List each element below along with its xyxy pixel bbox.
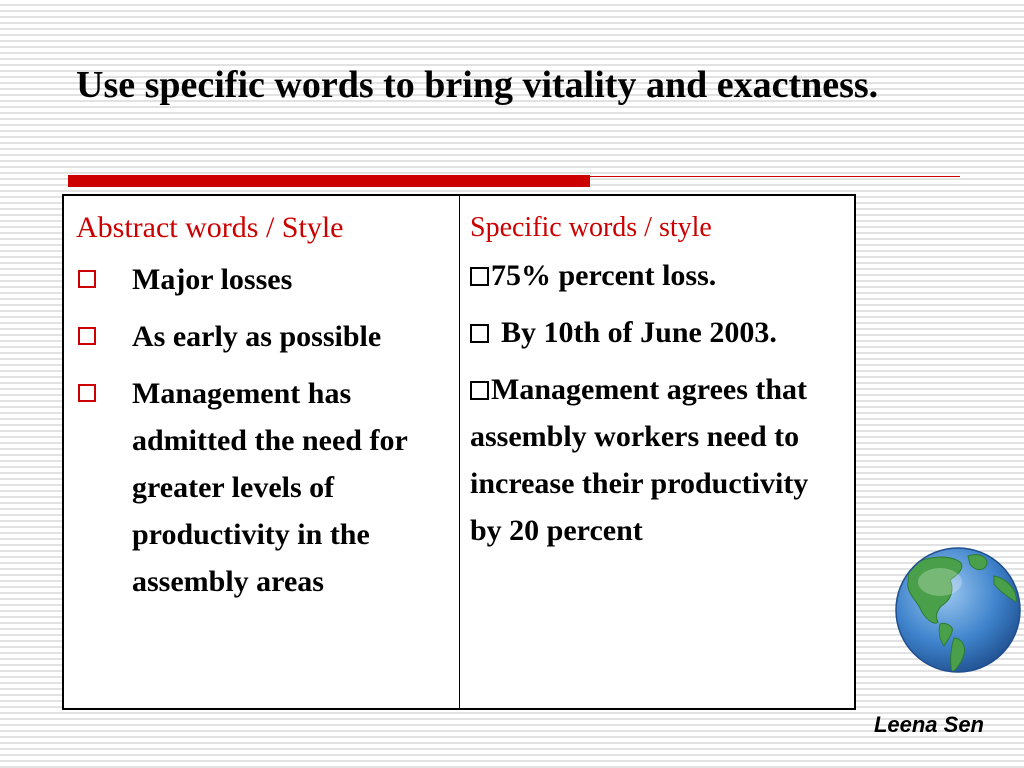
list-item-text: 75% percent loss. — [491, 259, 717, 292]
list-item: By 10th of June 2003. — [470, 309, 844, 356]
title-underline-bar — [68, 175, 590, 187]
title-underline-rule — [590, 176, 960, 177]
abstract-list: Major losses As early as possible Manage… — [76, 256, 449, 605]
square-bullet-icon — [470, 381, 489, 400]
specific-column: Specific words / style 75% percent loss.… — [460, 196, 854, 708]
abstract-column-header: Abstract words / Style — [76, 211, 344, 244]
list-item: Management agrees that assembly workers … — [470, 366, 844, 554]
list-item: 75% percent loss. — [470, 252, 844, 299]
square-bullet-icon — [78, 270, 96, 288]
specific-list: 75% percent loss. By 10th of June 2003. … — [470, 252, 844, 554]
slide-title: Use specific words to bring vitality and… — [76, 64, 879, 106]
specific-column-header: Specific words / style — [470, 212, 712, 243]
comparison-table: Abstract words / Style Major losses As e… — [62, 194, 856, 710]
abstract-column: Abstract words / Style Major losses As e… — [64, 196, 460, 708]
list-item: Management has admitted the need for gre… — [76, 370, 449, 605]
square-bullet-icon — [470, 267, 489, 286]
list-item-text: By 10th of June 2003. — [501, 316, 777, 349]
square-bullet-icon — [78, 384, 96, 402]
author-credit: Leena Sen — [873, 712, 984, 737]
list-item-text: Major losses — [132, 263, 293, 296]
square-bullet-icon — [470, 324, 489, 343]
square-bullet-icon — [78, 327, 96, 345]
list-item: As early as possible — [76, 313, 449, 360]
list-item-text: As early as possible — [132, 320, 382, 353]
globe-icon — [895, 547, 1021, 673]
list-item-text: Management has admitted the need for gre… — [132, 377, 408, 598]
list-item: Major losses — [76, 256, 449, 303]
list-item-text: Management agrees that assembly workers … — [470, 373, 809, 547]
